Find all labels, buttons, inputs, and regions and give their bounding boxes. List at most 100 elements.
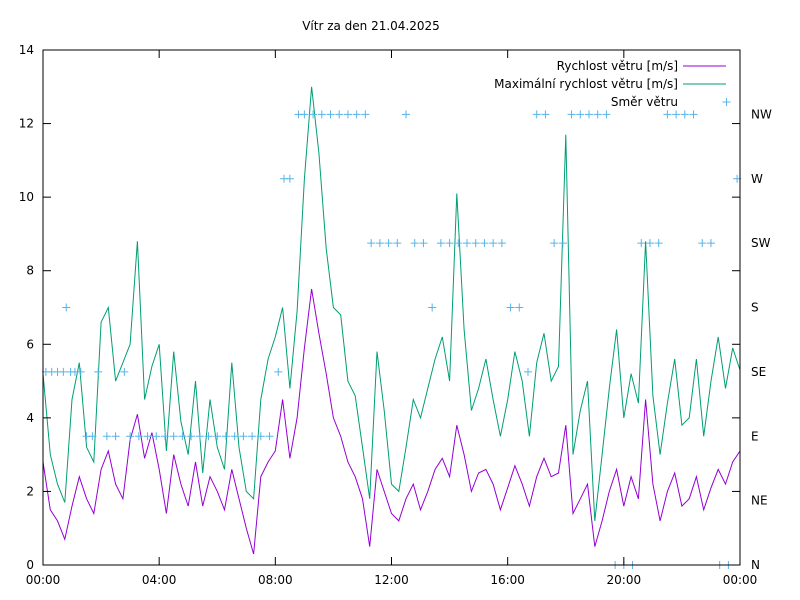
direction-point bbox=[393, 239, 402, 248]
direction-point bbox=[256, 432, 265, 441]
y-tick-label: 8 bbox=[26, 264, 34, 278]
y-tick-label: 10 bbox=[19, 190, 34, 204]
direction-point bbox=[248, 432, 257, 441]
x-tick-label: 16:00 bbox=[490, 573, 525, 587]
direction-point bbox=[419, 239, 428, 248]
direction-point bbox=[480, 239, 489, 248]
direction-point bbox=[436, 239, 445, 248]
direction-point bbox=[471, 239, 480, 248]
direction-point bbox=[523, 367, 532, 376]
direction-point bbox=[221, 432, 230, 441]
y-tick-label: 0 bbox=[26, 558, 34, 572]
x-tick-label: 04:00 bbox=[142, 573, 177, 587]
y-tick-label: 14 bbox=[19, 43, 34, 57]
direction-point bbox=[454, 239, 463, 248]
direction-point bbox=[663, 110, 672, 119]
direction-point bbox=[375, 239, 384, 248]
direction-point bbox=[567, 110, 576, 119]
direction-point bbox=[680, 110, 689, 119]
direction-point bbox=[532, 110, 541, 119]
direction-point bbox=[94, 367, 103, 376]
direction-point bbox=[698, 239, 707, 248]
y2-tick-label: SE bbox=[751, 365, 766, 379]
direction-point bbox=[645, 239, 654, 248]
y-tick-label: 6 bbox=[26, 337, 34, 351]
direction-point bbox=[152, 432, 161, 441]
direction-point bbox=[102, 432, 111, 441]
y2-tick-label: S bbox=[751, 301, 759, 315]
y-tick-label: 2 bbox=[26, 484, 34, 498]
direction-point bbox=[367, 239, 376, 248]
direction-point bbox=[343, 110, 352, 119]
x-tick-label: 00:00 bbox=[26, 573, 61, 587]
direction-point bbox=[59, 367, 68, 376]
direction-point bbox=[309, 110, 318, 119]
direction-point bbox=[187, 432, 196, 441]
x-tick-label: 08:00 bbox=[258, 573, 293, 587]
series-line-wind-speed bbox=[42, 289, 741, 555]
direction-point bbox=[285, 174, 294, 183]
direction-point bbox=[134, 432, 143, 441]
legend: Rychlost větru [m/s] Maximální rychlost v… bbox=[494, 59, 731, 109]
direction-point bbox=[178, 432, 187, 441]
direction-point bbox=[76, 367, 85, 376]
direction-point bbox=[576, 110, 585, 119]
y2-tick-label: NE bbox=[751, 494, 768, 508]
direction-point bbox=[506, 303, 515, 312]
direction-point bbox=[160, 432, 169, 441]
direction-point bbox=[489, 239, 498, 248]
direction-point bbox=[550, 239, 559, 248]
direction-point bbox=[672, 110, 681, 119]
direction-point bbox=[410, 239, 419, 248]
x-tick-label: 12:00 bbox=[374, 573, 409, 587]
x-tick-label: 20:00 bbox=[607, 573, 642, 587]
direction-point bbox=[274, 367, 283, 376]
direction-point bbox=[428, 303, 437, 312]
direction-point bbox=[689, 110, 698, 119]
direction-point bbox=[558, 239, 567, 248]
legend-label: Maximální rychlost větru [m/s] bbox=[494, 77, 678, 91]
direction-point bbox=[602, 110, 611, 119]
legend-label: Rychlost větru [m/s] bbox=[557, 59, 678, 73]
direction-point bbox=[654, 239, 663, 248]
y2-tick-label: W bbox=[751, 172, 763, 186]
y2-tick-label: N bbox=[751, 558, 760, 572]
direction-point bbox=[584, 110, 593, 119]
y2-tick-label: SW bbox=[751, 236, 771, 250]
direction-point bbox=[326, 110, 335, 119]
direction-point bbox=[706, 239, 715, 248]
direction-point bbox=[239, 432, 248, 441]
axes: 0 2 4 6 8 10 12 14 N NE E SE S SW W NW 00:00 04:00 08:00 12… bbox=[19, 43, 772, 587]
direction-point bbox=[195, 432, 204, 441]
direction-point bbox=[213, 432, 222, 441]
direction-point bbox=[445, 239, 454, 248]
direction-point bbox=[352, 110, 361, 119]
direction-point bbox=[204, 432, 213, 441]
direction-point bbox=[402, 110, 411, 119]
series-line-max-wind-speed bbox=[42, 86, 741, 521]
direction-point bbox=[230, 432, 239, 441]
direction-point bbox=[515, 303, 524, 312]
direction-point bbox=[497, 239, 506, 248]
y-tick-label: 12 bbox=[19, 117, 34, 131]
y-tick-label: 4 bbox=[26, 411, 34, 425]
direction-point bbox=[120, 367, 129, 376]
direction-point bbox=[335, 110, 344, 119]
direction-point bbox=[62, 303, 71, 312]
direction-point bbox=[143, 432, 152, 441]
direction-point bbox=[637, 239, 646, 248]
direction-point bbox=[593, 110, 602, 119]
chart-title: Vítr za den 21.04.2025 bbox=[302, 19, 440, 33]
x-tick-label: 00:00 bbox=[723, 573, 758, 587]
direction-point bbox=[88, 432, 97, 441]
direction-point bbox=[169, 432, 178, 441]
direction-point bbox=[317, 110, 326, 119]
direction-point bbox=[361, 110, 370, 119]
y2-tick-label: E bbox=[751, 429, 759, 443]
legend-label: Směr větru bbox=[611, 95, 678, 109]
direction-point bbox=[384, 239, 393, 248]
direction-point bbox=[265, 432, 274, 441]
direction-point bbox=[541, 110, 550, 119]
